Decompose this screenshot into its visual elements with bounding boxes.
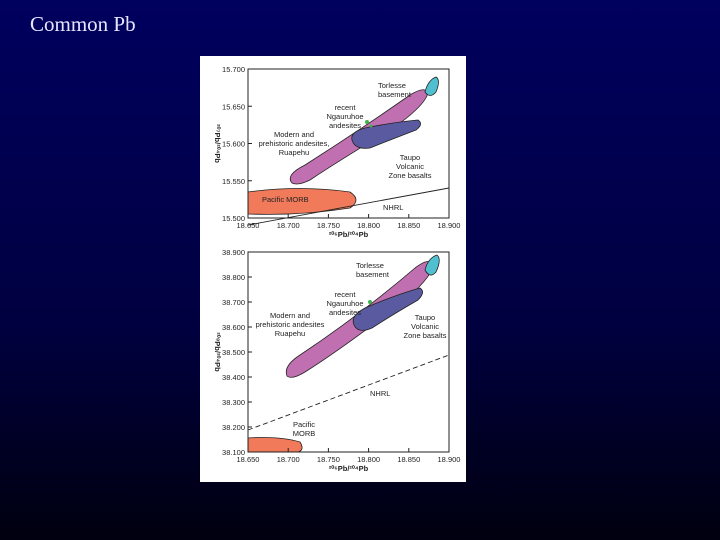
x-tick-label: 18.750	[317, 221, 340, 230]
morb-field	[247, 188, 357, 215]
annotation-line: Pacific MORB	[262, 195, 309, 204]
annotation-line: Zone basalts	[389, 171, 432, 180]
annotation-line: Torlesse	[356, 261, 384, 270]
y-tick-label: 38.800	[222, 273, 245, 282]
x-tick-label: 18.700	[277, 455, 300, 464]
annotation-line: Modern and	[274, 130, 314, 139]
annotation: Modern and prehistoric andesites, Ruapehu	[259, 130, 330, 157]
annotation-line: recent	[335, 103, 357, 112]
annotation-line: Ruapehu	[279, 148, 309, 157]
y-tick-label: 15.500	[222, 214, 245, 223]
taupo-field	[352, 287, 423, 331]
torlesse-field	[424, 76, 439, 96]
annotation: recent Ngauruhoe andesites	[326, 290, 363, 317]
x-tick-label: 18.850	[397, 221, 420, 230]
annotation: Torlesse basement	[378, 81, 412, 99]
annotation-line: MORB	[293, 429, 316, 438]
annotation-line: basement	[356, 270, 390, 279]
y-tick-label: 38.200	[222, 423, 245, 432]
x-tick-label: 18.850	[397, 455, 420, 464]
x-tick-label: 18.650	[237, 221, 260, 230]
y-axis-label: ²⁰⁸Pb/²⁰⁴Pb	[213, 332, 222, 372]
annotation: Pacific MORB	[262, 195, 309, 204]
y-axis-label: ²⁰⁷Pb/²⁰⁴Pb	[213, 124, 222, 163]
annotation-line: NHRL	[383, 203, 403, 212]
annotation: recent Ngauruhoe andesites	[326, 103, 363, 130]
y-tick-label: 38.400	[222, 373, 245, 382]
annotation: Taupo Volcanic Zone basalts	[404, 313, 447, 340]
ngauruhoe-point	[365, 120, 369, 124]
x-tick-label: 18.900	[438, 455, 461, 464]
annotation-line: Taupo	[400, 153, 420, 162]
y-tick-label: 38.100	[222, 448, 245, 457]
annotation-line: prehistoric andesites,	[259, 139, 330, 148]
x-tick-label: 18.800	[357, 455, 380, 464]
annotation-line: andesites	[329, 121, 361, 130]
x-tick-label: 18.700	[277, 221, 300, 230]
annotation-line: Ruapehu	[275, 329, 305, 338]
annotation-line: Zone basalts	[404, 331, 447, 340]
annotation-line: Modern and	[270, 311, 310, 320]
annotation-line: Taupo	[415, 313, 435, 322]
annotation-line: Torlesse	[378, 81, 406, 90]
annotation-line: Ngauruhoe	[326, 112, 363, 121]
annotation: Modern and prehistoric andesites Ruapehu	[256, 311, 325, 338]
annotation-line: Ngauruhoe	[326, 299, 363, 308]
annotation-line: recent	[335, 290, 357, 299]
y-tick-label: 15.650	[222, 102, 245, 111]
x-axis-label: ²⁰⁶Pb/²⁰⁴Pb	[329, 464, 369, 473]
x-tick-label: 18.750	[317, 455, 340, 464]
nhrl-line	[247, 187, 450, 226]
fields	[247, 76, 450, 453]
taupo-field	[351, 119, 421, 149]
annotation-line: Volcanic	[396, 162, 424, 171]
annotation-line: basement	[378, 90, 412, 99]
y-tick-label: 15.550	[222, 177, 245, 186]
y-tick-label: 38.700	[222, 298, 245, 307]
x-tick-label: 18.800	[357, 221, 380, 230]
ngauruhoe-point	[369, 124, 373, 128]
annotation: NHRL	[370, 389, 390, 398]
annotation-line: prehistoric andesites	[256, 320, 325, 329]
annotation-line: NHRL	[370, 389, 390, 398]
annotation: Torlesse basement	[356, 261, 390, 279]
annotation: Taupo Volcanic Zone basalts	[389, 153, 432, 180]
annotation-line: andesites	[329, 308, 361, 317]
y-tick-label: 38.900	[222, 248, 245, 257]
x-axis-label: ²⁰⁶Pb/²⁰⁴Pb	[329, 230, 369, 239]
annotation-line: Volcanic	[411, 322, 439, 331]
nhrl-line	[247, 354, 450, 431]
annotation: Pacific MORB	[293, 420, 316, 438]
y-tick-label: 15.700	[222, 65, 245, 74]
y-tick-label: 38.300	[222, 398, 245, 407]
y-tick-label: 38.600	[222, 323, 245, 332]
x-tick-label: 18.900	[438, 221, 461, 230]
x-tick-label: 18.650	[237, 455, 260, 464]
ngauruhoe-point	[368, 300, 372, 304]
y-tick-label: 15.600	[222, 140, 245, 149]
annotation-line: Pacific	[293, 420, 315, 429]
slide-title: Common Pb	[30, 12, 136, 36]
torlesse-field	[424, 254, 440, 276]
y-tick-label: 38.500	[222, 348, 245, 357]
annotation: NHRL	[383, 203, 403, 212]
